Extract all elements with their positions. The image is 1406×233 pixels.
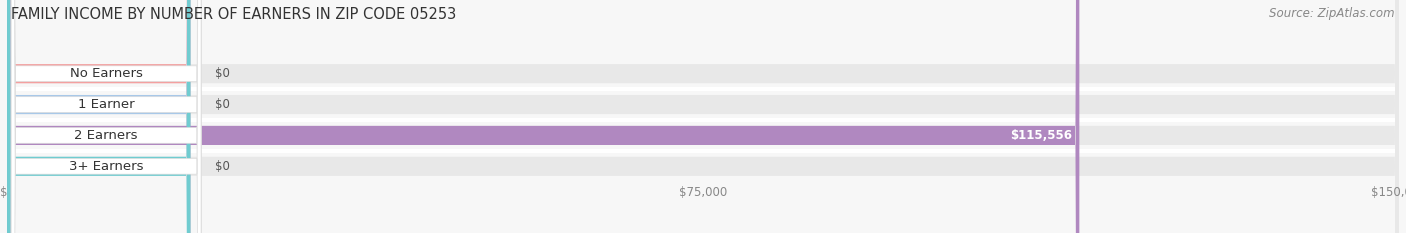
FancyBboxPatch shape [7, 0, 1399, 233]
FancyBboxPatch shape [11, 0, 201, 233]
Text: FAMILY INCOME BY NUMBER OF EARNERS IN ZIP CODE 05253: FAMILY INCOME BY NUMBER OF EARNERS IN ZI… [11, 7, 457, 22]
FancyBboxPatch shape [11, 0, 201, 233]
FancyBboxPatch shape [7, 0, 1080, 233]
Text: $0: $0 [215, 160, 231, 173]
Text: No Earners: No Earners [70, 67, 142, 80]
Text: 3+ Earners: 3+ Earners [69, 160, 143, 173]
Text: 1 Earner: 1 Earner [77, 98, 135, 111]
FancyBboxPatch shape [11, 0, 201, 233]
Text: $115,556: $115,556 [1011, 129, 1073, 142]
FancyBboxPatch shape [7, 0, 190, 233]
FancyBboxPatch shape [7, 0, 190, 233]
FancyBboxPatch shape [7, 0, 1399, 233]
FancyBboxPatch shape [11, 0, 201, 233]
Text: $0: $0 [215, 98, 231, 111]
Text: 2 Earners: 2 Earners [75, 129, 138, 142]
Text: Source: ZipAtlas.com: Source: ZipAtlas.com [1270, 7, 1395, 20]
FancyBboxPatch shape [7, 0, 1399, 233]
FancyBboxPatch shape [7, 0, 1399, 233]
Text: $0: $0 [215, 67, 231, 80]
FancyBboxPatch shape [7, 0, 190, 233]
